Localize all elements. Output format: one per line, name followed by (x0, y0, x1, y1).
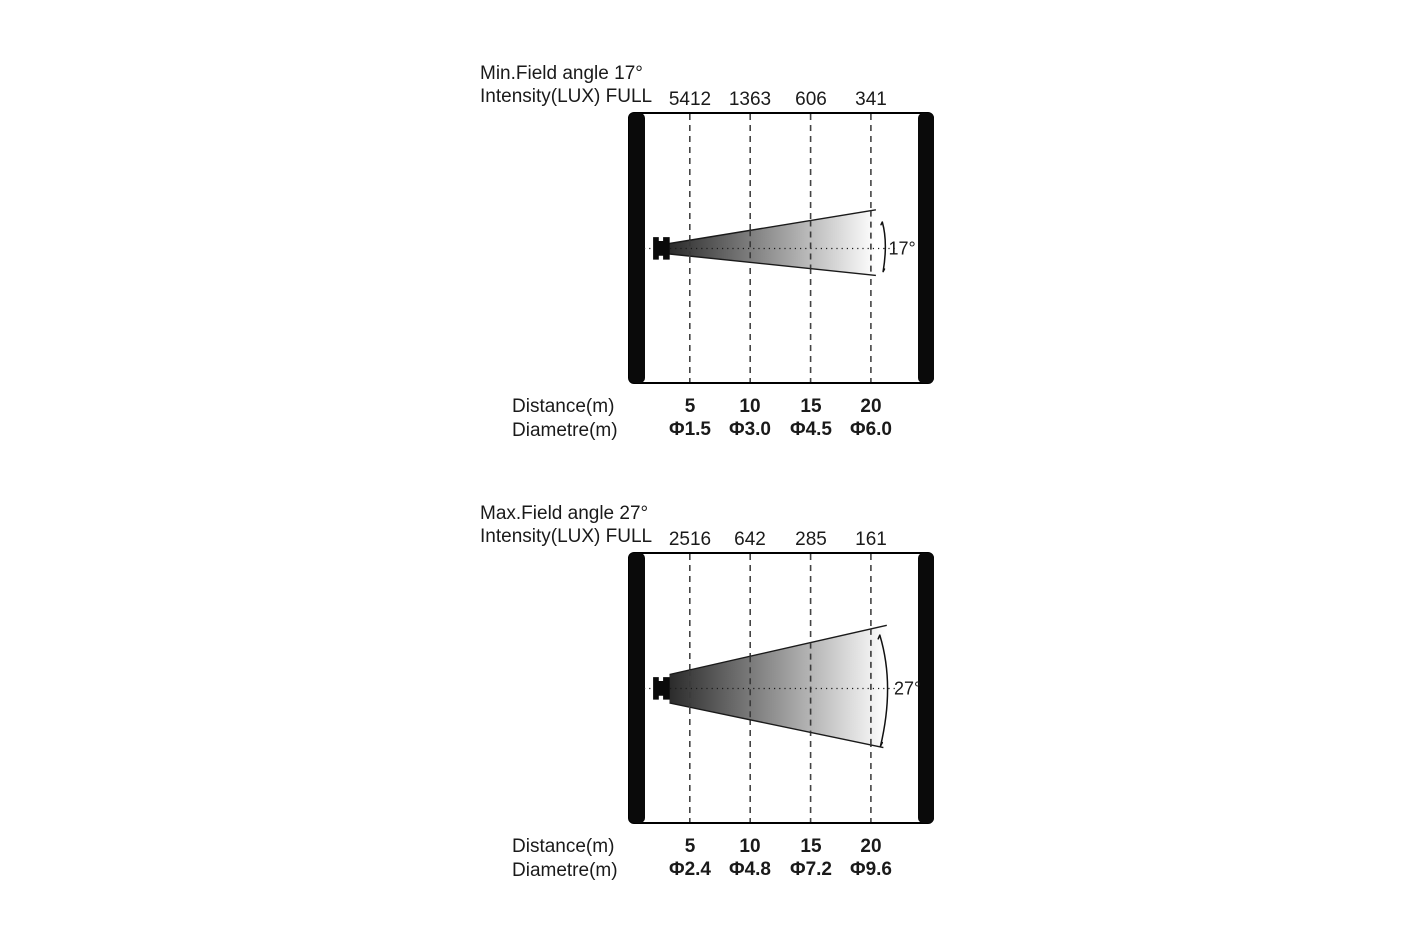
svg-text:17°: 17° (889, 239, 916, 259)
svg-text:27°: 27° (894, 679, 921, 699)
